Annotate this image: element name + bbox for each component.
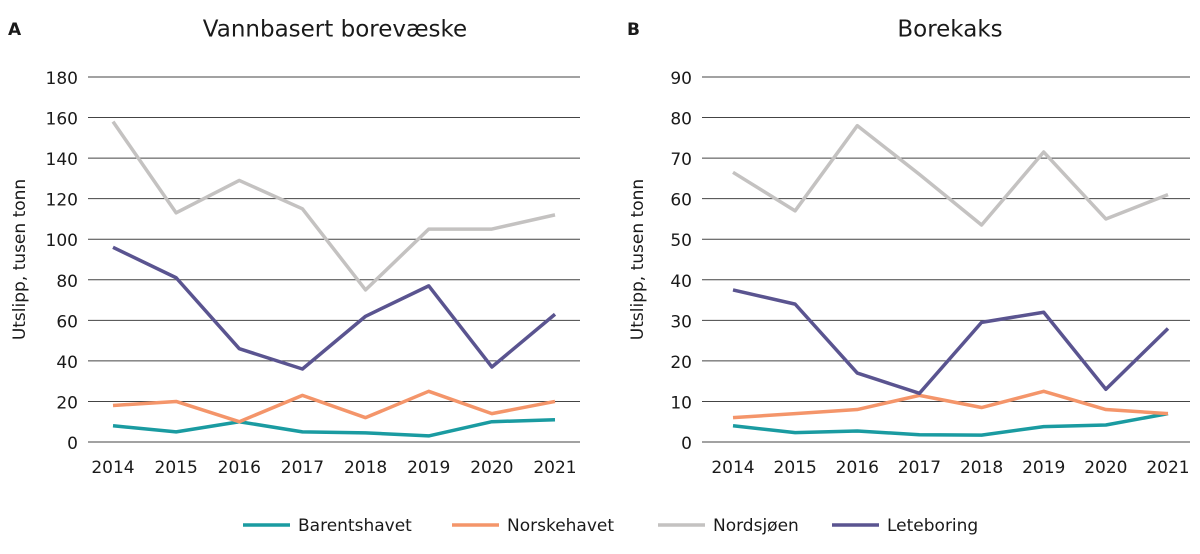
y-tick-label: 160 — [46, 110, 78, 130]
y-tick-label: 0 — [67, 434, 78, 454]
x-tick-label: 2014 — [711, 458, 754, 478]
x-tick-label: 2020 — [470, 458, 513, 478]
series-line — [112, 245, 557, 371]
x-tick-label: 2015 — [155, 458, 198, 478]
x-tick-label: 2018 — [344, 458, 387, 478]
y-tick-label: 80 — [56, 272, 78, 292]
series-line — [112, 389, 556, 424]
chart-title: Borekaks — [897, 17, 1002, 43]
series-line — [111, 120, 556, 292]
y-axis-label: Utslipp, tusen tonn — [10, 179, 30, 340]
y-axis-label: Utslipp, tusen tonn — [628, 179, 648, 340]
y-tick-label: 40 — [56, 353, 78, 373]
series-line — [112, 417, 556, 438]
y-tick-label: 60 — [56, 312, 78, 332]
series-line — [732, 389, 1169, 420]
y-tick-label: 90 — [670, 69, 692, 89]
x-tick-label: 2015 — [774, 458, 817, 478]
legend-label: Norskehavet — [507, 516, 614, 536]
y-tick-label: 50 — [670, 231, 692, 251]
legend-label: Barentshavet — [298, 516, 412, 536]
y-tick-label: 30 — [670, 312, 692, 332]
x-tick-label: 2018 — [960, 458, 1003, 478]
series-line — [732, 123, 1169, 227]
x-tick-label: 2020 — [1084, 458, 1127, 478]
y-tick-label: 100 — [46, 231, 78, 251]
panel-label: A — [8, 20, 22, 40]
x-tick-label: 2016 — [218, 458, 261, 478]
y-tick-label: 140 — [46, 150, 78, 170]
y-tick-label: 20 — [670, 353, 692, 373]
y-tick-label: 60 — [670, 191, 692, 211]
y-tick-label: 80 — [670, 110, 692, 130]
y-tick-label: 70 — [670, 150, 692, 170]
x-tick-label: 2021 — [533, 458, 576, 478]
chart-title: Vannbasert borevæske — [203, 17, 467, 43]
x-tick-label: 2017 — [281, 458, 324, 478]
y-tick-label: 20 — [56, 393, 78, 413]
legend-label: Leteboring — [887, 516, 978, 536]
y-tick-label: 10 — [670, 393, 692, 413]
x-tick-label: 2021 — [1146, 458, 1189, 478]
series-line — [732, 288, 1170, 396]
y-tick-label: 180 — [46, 69, 78, 89]
x-tick-label: 2016 — [836, 458, 879, 478]
x-tick-label: 2019 — [1022, 458, 1065, 478]
x-tick-label: 2014 — [91, 458, 134, 478]
x-tick-label: 2019 — [407, 458, 450, 478]
x-tick-label: 2017 — [898, 458, 941, 478]
panel-label: B — [627, 20, 640, 40]
series-line — [732, 411, 1169, 437]
legend-label: Nordsjøen — [713, 516, 799, 536]
y-tick-label: 40 — [670, 272, 692, 292]
y-tick-label: 120 — [46, 191, 78, 211]
y-tick-label: 0 — [681, 434, 692, 454]
